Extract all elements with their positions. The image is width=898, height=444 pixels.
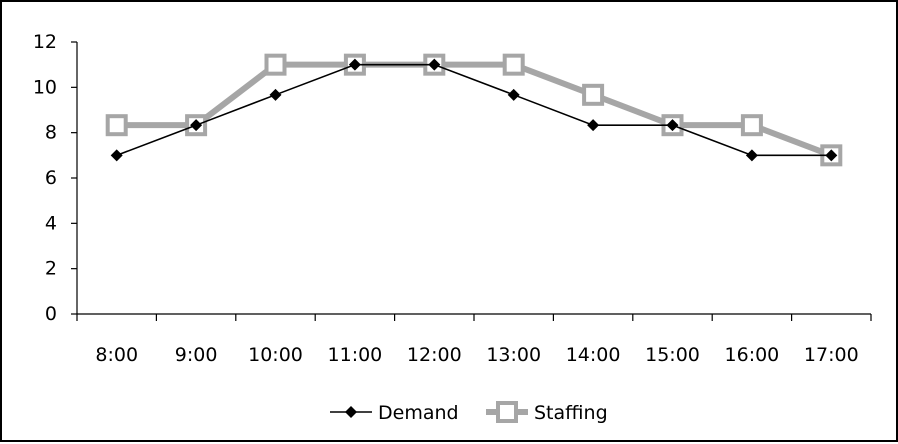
x-tick-label: 16:00 xyxy=(725,344,780,366)
legend-demand-label: Demand xyxy=(378,402,459,424)
series-layer xyxy=(105,53,843,167)
series-line-demand xyxy=(116,63,832,157)
series-line-staffing xyxy=(116,61,833,159)
x-tick-label: 13:00 xyxy=(486,344,541,366)
demand-point-marker xyxy=(110,149,123,162)
legend-demand-marker xyxy=(345,406,357,418)
axes: 0 2 4 6 8 10 12 8:00 9:00 10:00 11:00 12:00 13:00 14:… xyxy=(33,31,872,366)
y-tick-label: 8 xyxy=(45,122,57,144)
demand-point-marker xyxy=(825,149,838,162)
y-tick-label: 6 xyxy=(45,167,57,189)
demand-point-marker xyxy=(190,119,203,132)
x-tick-label: 10:00 xyxy=(248,344,303,366)
legend-staffing-label: Staffing xyxy=(534,402,608,424)
demand-point-marker xyxy=(428,58,441,71)
demand-point-marker xyxy=(587,119,600,132)
staffing-point-marker xyxy=(502,53,525,76)
staffing-point-marker xyxy=(740,114,763,137)
legend: Demand Staffing xyxy=(330,401,608,424)
y-tick-label: 4 xyxy=(45,212,57,234)
x-tick-label: 14:00 xyxy=(566,344,621,366)
series-staffing xyxy=(105,53,843,167)
x-tick-label: 12:00 xyxy=(407,344,462,366)
x-tick-label: 15:00 xyxy=(645,344,700,366)
x-tick-label: 11:00 xyxy=(328,344,383,366)
x-tick-label: 9:00 xyxy=(175,344,218,366)
y-tick-label: 10 xyxy=(33,76,57,98)
x-tick-label: 8:00 xyxy=(95,344,138,366)
series-demand xyxy=(110,58,838,162)
staffing-point-marker xyxy=(582,83,605,106)
demand-point-marker xyxy=(348,58,361,71)
demand-point-marker xyxy=(745,149,758,162)
staffing-point-marker xyxy=(264,53,287,76)
staffing-point-marker xyxy=(105,114,128,137)
y-tick-label: 0 xyxy=(45,303,57,325)
y-tick-label: 2 xyxy=(45,258,57,280)
demand-point-marker xyxy=(507,88,520,101)
x-tick-label: 17:00 xyxy=(804,344,859,366)
legend-staffing-marker xyxy=(496,401,518,423)
demand-point-marker xyxy=(269,88,282,101)
demand-point-marker xyxy=(666,119,679,132)
y-tick-label: 12 xyxy=(33,31,57,53)
